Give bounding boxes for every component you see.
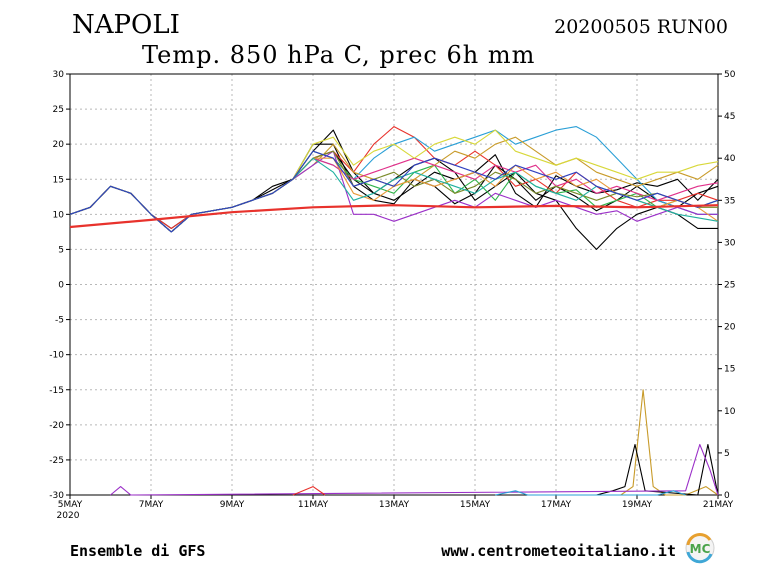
precip-line-precip-member-3 xyxy=(110,443,719,496)
left-tick-label: 0 xyxy=(58,281,64,291)
chart-subtitle: Temp. 850 hPa C, prec 6h mm xyxy=(142,41,535,69)
right-tick-label: 0 xyxy=(724,491,730,501)
left-tick-label: -20 xyxy=(49,421,64,431)
climatology-line xyxy=(69,204,719,229)
x-tick-label: 15MAY xyxy=(460,500,491,510)
left-tick-label: -5 xyxy=(55,316,64,326)
precip-line-precip-member-4 xyxy=(292,486,326,496)
run-label: 20200505 RUN00 xyxy=(554,16,728,38)
x-tick-label: 5MAY xyxy=(58,500,83,510)
grid xyxy=(70,74,718,495)
temp-line-member-14 xyxy=(69,150,719,233)
left-tick-label: -30 xyxy=(49,491,64,501)
x-tick-label: 17MAY xyxy=(541,500,572,510)
x-start-year: 2020 xyxy=(57,511,80,521)
series-layer xyxy=(69,126,719,496)
right-tick-label: 15 xyxy=(724,365,735,375)
right-tick-label: 50 xyxy=(724,70,736,80)
right-tick-label: 25 xyxy=(724,281,735,291)
right-tick-label: 35 xyxy=(724,196,735,206)
right-tick-label: 20 xyxy=(724,323,736,333)
right-tick-label: 45 xyxy=(724,112,735,122)
logo-icon: MC xyxy=(685,533,715,564)
footer-right: www.centrometeoitaliano.it xyxy=(441,542,676,560)
right-tick-label: 40 xyxy=(724,154,736,164)
left-tick-label: -15 xyxy=(49,386,64,396)
right-tick-label: 5 xyxy=(724,449,730,459)
left-tick-label: 15 xyxy=(53,175,64,185)
precip-line-precip-member-1 xyxy=(620,389,719,496)
logo-text: MC xyxy=(690,542,711,556)
x-tick-label: 19MAY xyxy=(622,500,653,510)
x-tick-label: 13MAY xyxy=(379,500,410,510)
x-tick-label: 11MAY xyxy=(298,500,329,510)
left-tick-label: 5 xyxy=(58,245,64,255)
footer-left: Ensemble di GFS xyxy=(70,542,205,560)
x-tick-label: 7MAY xyxy=(139,500,164,510)
x-tick-label: 21MAY xyxy=(703,500,734,510)
left-tick-label: -10 xyxy=(49,351,64,361)
left-tick-label: 10 xyxy=(53,210,65,220)
x-tick-label: 9MAY xyxy=(220,500,245,510)
right-tick-label: 10 xyxy=(724,407,736,417)
right-tick-label: 30 xyxy=(724,238,736,248)
location-title: NAPOLI xyxy=(72,10,180,40)
left-tick-label: 20 xyxy=(53,140,65,150)
precip-line-precip-member-5 xyxy=(495,490,686,496)
x-axis: 5MAY 7MAY 9MAY 11MAY 13MAY 15MAY 17MAY 19MAY 21M… xyxy=(58,495,734,510)
left-axis: 30 25 20 15 10 5 0 -5 -10 -15 -20 -25 -30 xyxy=(49,70,70,501)
precip-line-precip-member-2 xyxy=(596,443,719,496)
left-tick-label: -25 xyxy=(49,456,64,466)
left-tick-label: 25 xyxy=(53,105,64,115)
left-tick-label: 30 xyxy=(53,70,65,80)
